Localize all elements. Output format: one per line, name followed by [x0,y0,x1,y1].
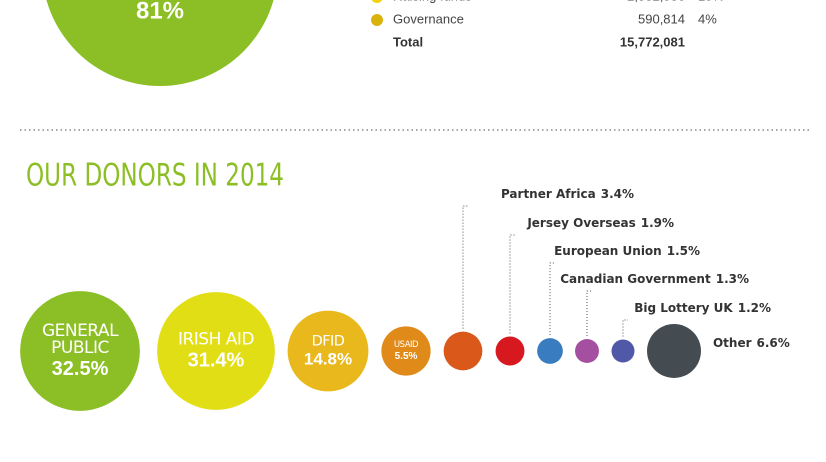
donor-name: Canadian Government [560,272,711,286]
donor-bubble [287,310,369,392]
donor-name: USAID [393,339,419,350]
donor-value: 1.9% [641,216,674,230]
leader-line [509,234,515,334]
donor-label: Other 6.6% [713,336,790,350]
donor-bubble [443,331,483,371]
donor-bubble [495,336,525,366]
donor-bubble [157,292,275,410]
donor-value: 6.6% [757,336,790,350]
donor-value: 1.2% [738,301,771,315]
row-amount: 590,814 [638,11,685,26]
big-circle [46,0,274,86]
donor-value: 5.5% [394,350,418,362]
donor-bubble [20,291,140,411]
donor-bubble [381,326,431,376]
total-label: Total [393,34,423,49]
donor-name: IRISH AID [177,329,255,350]
donor-bubble [647,324,701,378]
donor-value: 31.4% [187,349,245,372]
leader-line [586,290,592,337]
legend-dot [371,0,383,3]
legend-dot [371,14,383,26]
donor-name: GENERAL PUBLIC [41,321,119,358]
donor-name: European Union [554,244,662,258]
leader-line [549,262,555,336]
donor-label: European Union 1.5% [554,244,700,258]
leader-line [622,319,628,337]
donor-label: Big Lottery UK 1.2% [634,301,771,315]
donor-name: Partner Africa [501,187,596,201]
row-amount: 2,832,836 [627,0,685,3]
total-value: 15,772,081 [620,34,685,49]
donor-label: Jersey Overseas 1.9% [526,216,674,230]
donor-bubble [611,339,635,363]
donor-name: DFID [311,333,345,350]
donor-value: 32.5% [51,358,109,380]
donor-label: IRISH AID 31.4% [157,329,275,372]
leader-line [462,205,468,329]
donor-label: DFID 14.8% [288,333,369,369]
donor-label: Partner Africa 3.4% [501,187,634,201]
donor-value: 14.8% [303,349,353,369]
donor-name: Jersey Overseas [526,216,635,230]
donor-label: GENERAL PUBLIC 32.5% [35,321,125,380]
donor-name: Other [713,336,752,350]
donor-label: USAID 5.5% [381,341,430,362]
row-name: Raising funds [393,0,472,3]
donor-bubble [575,339,599,363]
row-pct: 18% [698,0,724,3]
donor-bubble [537,338,563,364]
donor-label: Canadian Government 1.3% [560,272,749,286]
donor-value: 1.3% [716,272,749,286]
row-name: Governance [393,11,464,26]
donors-title: OUR DONORS IN 2014 [26,158,284,194]
row-pct: 4% [698,11,717,26]
big-value: 81% [136,0,184,24]
donor-value: 1.5% [667,244,700,258]
donor-name: Big Lottery UK [634,301,733,315]
donor-value: 3.4% [601,187,634,201]
